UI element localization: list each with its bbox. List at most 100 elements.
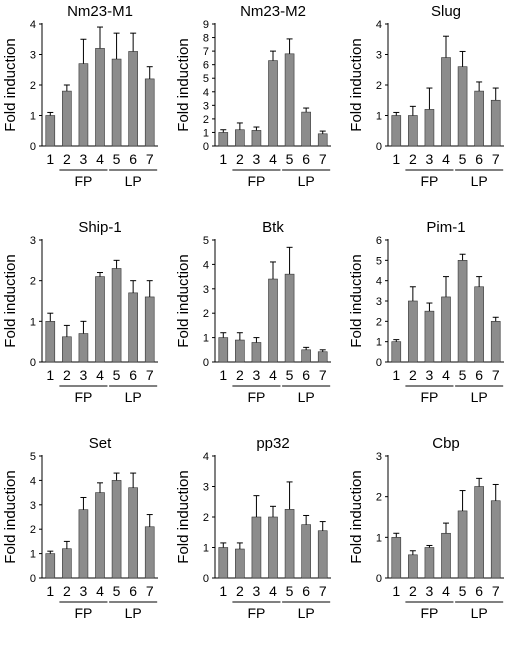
x-tick-label: 7: [492, 151, 500, 167]
bar: [268, 60, 278, 147]
y-tick-label: 3: [30, 235, 36, 247]
y-tick-label: 2: [30, 276, 36, 288]
y-tick-label: 2: [203, 308, 209, 320]
bar: [457, 510, 468, 579]
bar: [301, 349, 311, 363]
bar: [391, 537, 402, 579]
bar: [408, 554, 418, 579]
bar: [95, 492, 105, 579]
x-tick-label: 2: [63, 367, 71, 383]
bar: [490, 321, 501, 363]
y-tick-label: 1: [30, 549, 36, 561]
y-tick-label: 3: [376, 50, 382, 62]
x-tick-label: 3: [253, 151, 261, 167]
chart-title: Btk: [262, 219, 284, 236]
chart-panel: Cbp Fold induction 0 1 2 3 1 2 3 4 5 6 7 FP LP: [346, 432, 519, 648]
y-axis-label: Fold induction: [2, 254, 19, 347]
group-label: FP: [74, 389, 92, 405]
x-tick-label: 7: [492, 367, 500, 383]
x-tick-label: 4: [96, 151, 104, 167]
y-tick-label: 3: [203, 100, 209, 112]
bar: [441, 296, 451, 363]
y-tick-label: 3: [30, 50, 36, 62]
y-tick-label: 1: [203, 333, 209, 345]
y-tick-label: 5: [376, 255, 382, 267]
x-tick-label: 5: [459, 583, 467, 599]
chart-title: Ship-1: [78, 219, 121, 236]
y-tick-label: 1: [203, 127, 209, 139]
x-tick-label: 5: [286, 367, 294, 383]
bar: [45, 115, 56, 147]
y-tick-label: 0: [30, 141, 36, 153]
y-tick-label: 2: [376, 492, 382, 504]
x-tick-label: 3: [253, 583, 261, 599]
bar: [301, 111, 311, 147]
x-tick-label: 4: [442, 583, 450, 599]
chart-panel: Slug Fold induction 0 1 2 3 4 1 2 3 4 5 6 7 FP LP: [346, 0, 519, 216]
x-tick-label: 1: [46, 151, 54, 167]
group-label: LP: [298, 389, 315, 405]
bar: [111, 268, 122, 363]
x-tick-label: 2: [63, 583, 71, 599]
x-tick-label: 3: [253, 367, 261, 383]
y-tick-label: 2: [30, 80, 36, 92]
x-tick-label: 1: [392, 151, 400, 167]
chart-panel: Btk Fold induction 0 1 2 3 4 5 1 2 3 4 5 6 7 FP LP: [173, 216, 346, 432]
chart-title: Nm23-M1: [67, 3, 133, 20]
bar: [235, 548, 245, 579]
bar: [441, 532, 451, 579]
bar: [424, 310, 435, 363]
y-tick-label: 9: [203, 19, 209, 31]
bar: [45, 553, 56, 579]
x-tick-label: 7: [319, 583, 327, 599]
bar: [218, 337, 229, 363]
bar: [144, 526, 155, 579]
y-tick-label: 4: [376, 276, 382, 288]
bar: [424, 547, 435, 579]
x-tick-label: 7: [319, 367, 327, 383]
y-axis-label: Fold induction: [175, 38, 192, 131]
y-tick-label: 3: [30, 500, 36, 512]
x-tick-label: 1: [392, 367, 400, 383]
x-tick-label: 6: [475, 583, 483, 599]
group-label: FP: [420, 389, 438, 405]
y-tick-label: 2: [203, 114, 209, 126]
bar: [268, 278, 278, 363]
bar: [317, 530, 328, 579]
y-tick-label: 7: [203, 46, 209, 58]
group-label: LP: [298, 173, 315, 189]
bar: [268, 516, 278, 579]
x-tick-label: 1: [219, 583, 227, 599]
x-tick-label: 3: [80, 151, 88, 167]
y-tick-label: 0: [376, 141, 382, 153]
x-tick-label: 6: [302, 367, 310, 383]
group-label: LP: [125, 605, 142, 621]
y-tick-label: 3: [203, 482, 209, 494]
bar: [95, 276, 105, 363]
chart-panel: Ship-1 Fold induction 0 1 2 3 1 2 3 4 5 6 7 FP LP: [0, 216, 173, 432]
bar: [284, 53, 295, 147]
y-tick-label: 4: [203, 451, 209, 463]
bar: [128, 487, 138, 579]
chart-panel: Nm23-M1 Fold induction 0 1 2 3 4 1 2 3 4 5 6 7 FP LP: [0, 0, 173, 216]
y-axis-label: Fold induction: [348, 254, 365, 347]
bar: [424, 109, 435, 147]
group-label: FP: [74, 173, 92, 189]
x-tick-label: 6: [302, 583, 310, 599]
y-tick-label: 4: [203, 259, 209, 271]
y-tick-label: 1: [376, 337, 382, 349]
x-tick-label: 1: [46, 583, 54, 599]
y-tick-label: 3: [376, 296, 382, 308]
x-tick-label: 7: [146, 583, 154, 599]
x-tick-label: 3: [426, 151, 434, 167]
bar: [111, 480, 122, 579]
chart-title: Cbp: [432, 435, 460, 452]
x-tick-label: 5: [113, 583, 121, 599]
y-tick-label: 2: [203, 512, 209, 524]
